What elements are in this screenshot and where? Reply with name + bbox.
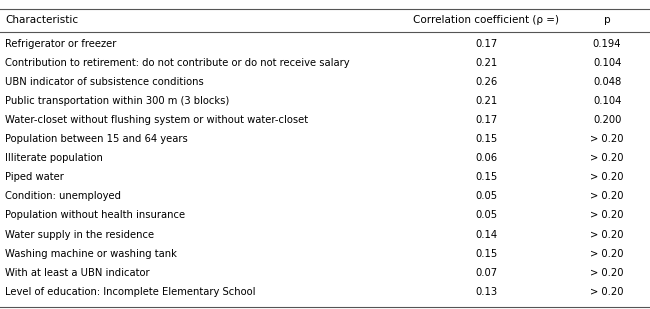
Text: Water-closet without flushing system or without water-closet: Water-closet without flushing system or … (5, 115, 308, 125)
Text: 0.104: 0.104 (593, 96, 621, 106)
Text: 0.26: 0.26 (475, 77, 497, 87)
Text: Level of education: Incomplete Elementary School: Level of education: Incomplete Elementar… (5, 287, 255, 297)
Text: UBN indicator of subsistence conditions: UBN indicator of subsistence conditions (5, 77, 204, 87)
Text: > 0.20: > 0.20 (590, 172, 624, 182)
Text: > 0.20: > 0.20 (590, 230, 624, 239)
Text: 0.14: 0.14 (475, 230, 497, 239)
Text: Characteristic: Characteristic (5, 15, 79, 25)
Text: > 0.20: > 0.20 (590, 287, 624, 297)
Text: > 0.20: > 0.20 (590, 249, 624, 259)
Text: 0.17: 0.17 (475, 39, 497, 49)
Text: Refrigerator or freezer: Refrigerator or freezer (5, 39, 116, 49)
Text: > 0.20: > 0.20 (590, 210, 624, 220)
Text: 0.17: 0.17 (475, 115, 497, 125)
Text: 0.104: 0.104 (593, 58, 621, 68)
Text: 0.06: 0.06 (475, 153, 497, 163)
Text: 0.15: 0.15 (475, 249, 497, 259)
Text: Population without health insurance: Population without health insurance (5, 210, 185, 220)
Text: > 0.20: > 0.20 (590, 268, 624, 278)
Text: 0.15: 0.15 (475, 134, 497, 144)
Text: Public transportation within 300 m (3 blocks): Public transportation within 300 m (3 bl… (5, 96, 229, 106)
Text: 0.05: 0.05 (475, 191, 497, 201)
Text: 0.07: 0.07 (475, 268, 497, 278)
Text: 0.13: 0.13 (475, 287, 497, 297)
Text: Piped water: Piped water (5, 172, 64, 182)
Text: > 0.20: > 0.20 (590, 153, 624, 163)
Text: Washing machine or washing tank: Washing machine or washing tank (5, 249, 177, 259)
Text: 0.194: 0.194 (593, 39, 621, 49)
Text: Illiterate population: Illiterate population (5, 153, 103, 163)
Text: p: p (604, 15, 610, 25)
Text: Contribution to retirement: do not contribute or do not receive salary: Contribution to retirement: do not contr… (5, 58, 350, 68)
Text: 0.15: 0.15 (475, 172, 497, 182)
Text: 0.05: 0.05 (475, 210, 497, 220)
Text: With at least a UBN indicator: With at least a UBN indicator (5, 268, 150, 278)
Text: 0.048: 0.048 (593, 77, 621, 87)
Text: 0.21: 0.21 (475, 96, 497, 106)
Text: Water supply in the residence: Water supply in the residence (5, 230, 154, 239)
Text: 0.200: 0.200 (593, 115, 621, 125)
Text: > 0.20: > 0.20 (590, 134, 624, 144)
Text: Correlation coefficient (ρ =): Correlation coefficient (ρ =) (413, 15, 559, 25)
Text: > 0.20: > 0.20 (590, 191, 624, 201)
Text: Population between 15 and 64 years: Population between 15 and 64 years (5, 134, 188, 144)
Text: 0.21: 0.21 (475, 58, 497, 68)
Text: Condition: unemployed: Condition: unemployed (5, 191, 121, 201)
